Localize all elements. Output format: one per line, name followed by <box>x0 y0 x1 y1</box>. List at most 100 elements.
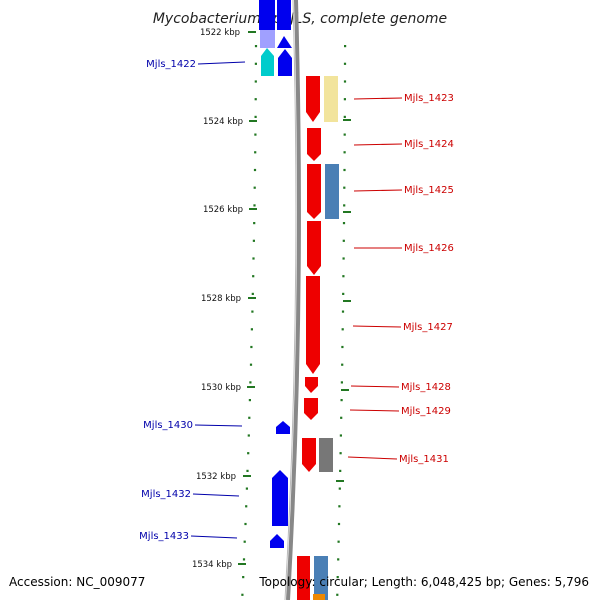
leader-line <box>352 325 402 328</box>
scale-dot <box>343 133 346 136</box>
left-gene-labels: Mjls_1422 Mjls_1430 Mjls_1432 Mjls_1433 <box>139 59 246 542</box>
gene-arrow-mjls-1431 <box>302 438 316 472</box>
scale-dot <box>340 381 343 384</box>
scale-dot <box>243 540 246 543</box>
scale-dot <box>251 310 254 313</box>
scale-dot <box>252 257 255 260</box>
scale-dot <box>342 292 345 295</box>
gene-arrow-mjls-1430 <box>276 421 290 434</box>
scale-dot <box>246 469 249 472</box>
scale-label-1524: 1524 kbp <box>203 117 243 127</box>
scale-dot <box>248 399 251 402</box>
leader-line <box>353 97 403 100</box>
scale-dot <box>343 168 346 172</box>
scale-dot <box>254 98 257 101</box>
gene-arrow-mjls-1427 <box>306 276 320 374</box>
scale-dot <box>252 239 255 242</box>
gene-label-mjls-1430: Mjls_1430 <box>143 420 193 431</box>
scale-dot <box>253 204 256 207</box>
scale-dot <box>254 151 257 154</box>
scale-dot <box>338 505 341 508</box>
gene-arrow-mjls-1425 <box>307 164 321 219</box>
scale-ticks <box>241 45 347 596</box>
scale-dot <box>339 452 342 455</box>
scale-label-1522: 1522 kbp <box>200 28 240 38</box>
gene-arrow-mjls-1426 <box>307 221 321 275</box>
gene-feature-mjls-1425 <box>325 164 339 219</box>
scale-label-1532: 1532 kbp <box>196 472 236 482</box>
scale-dot <box>253 222 256 225</box>
scale-dot <box>343 151 346 154</box>
scale-dot <box>339 434 342 437</box>
scale-dot <box>343 62 347 65</box>
scale-dot <box>242 558 246 561</box>
scale-dot <box>245 505 248 508</box>
scale-dot <box>342 239 345 242</box>
scale-dot <box>254 45 258 48</box>
gene-arrow-mjls-1424 <box>307 128 321 161</box>
scale-dot <box>338 487 341 490</box>
gene-feature-mjls-1423 <box>324 76 338 122</box>
gene-label-mjls-1431: Mjls_1431 <box>399 454 449 465</box>
scale-dot <box>336 593 339 596</box>
gene-label-mjls-1428: Mjls_1428 <box>401 382 451 393</box>
gene-arrow <box>278 49 292 76</box>
gene-arrow-mjls-1429 <box>304 398 318 420</box>
scale-dot <box>341 363 344 366</box>
leader-line <box>349 409 400 412</box>
scale-dot <box>337 522 341 526</box>
scale-dot <box>342 257 345 260</box>
gene-block <box>277 0 291 30</box>
leader-line <box>347 456 398 460</box>
scale-dot <box>249 363 253 366</box>
leader-line <box>350 385 400 388</box>
scale-dot <box>343 204 346 207</box>
gene-arrow-mjls-1433 <box>270 534 284 548</box>
gene-block <box>259 0 275 30</box>
gene-arrow-mjls-1422 <box>261 48 274 76</box>
scale-dot <box>340 399 343 402</box>
scale-dot <box>241 593 244 596</box>
scale-dot <box>252 275 255 278</box>
scale-dot <box>341 345 344 349</box>
scale-dot <box>254 115 257 118</box>
gene-label-mjls-1422: Mjls_1422 <box>146 59 196 70</box>
gene-label-mjls-1432: Mjls_1432 <box>141 489 191 500</box>
scale-dot <box>342 275 345 278</box>
scale-dot <box>250 345 253 349</box>
scale-dot <box>242 576 245 579</box>
scale-dot <box>343 186 346 189</box>
forward-strand-genes <box>297 76 339 600</box>
genome-title: Mycobacterium sp. JLS, complete genome <box>153 11 447 27</box>
leader-line <box>194 424 243 427</box>
leader-line <box>353 143 403 146</box>
scale-label-1534: 1534 kbp <box>192 560 232 570</box>
gene-block <box>260 30 275 48</box>
genome-backbone-shadow <box>284 0 297 600</box>
leader-line <box>197 61 246 65</box>
scale-dot <box>245 487 248 490</box>
leader-line <box>353 189 403 192</box>
gene-label-mjls-1426: Mjls_1426 <box>404 243 454 254</box>
scale-dot <box>341 328 344 331</box>
gene-label-mjls-1429: Mjls_1429 <box>401 406 451 417</box>
scale-dot <box>344 45 347 48</box>
scale-dot <box>340 416 343 419</box>
scale-dot <box>336 576 339 579</box>
gene-arrow-mjls-1428 <box>305 377 318 393</box>
gene-feature-mjls-1431 <box>319 438 333 472</box>
scale-dot <box>337 558 340 561</box>
scale-dot <box>337 540 340 543</box>
scale-dot <box>250 328 253 331</box>
gene-label-mjls-1425: Mjls_1425 <box>404 185 454 196</box>
scale-label-1528: 1528 kbp <box>201 294 241 304</box>
scale-labels: 1522 kbp 1524 kbp 1526 kbp 1528 kbp 1530… <box>192 28 351 570</box>
gene-arrow-mjls-1432 <box>272 470 288 526</box>
gene-label-mjls-1424: Mjls_1424 <box>404 139 454 150</box>
gene-label-mjls-1427: Mjls_1427 <box>403 322 453 333</box>
scale-dot <box>341 310 345 313</box>
scale-dot <box>244 522 247 526</box>
scale-dot <box>343 98 346 101</box>
right-gene-labels: Mjls_1423 Mjls_1424 Mjls_1425 Mjls_1426 … <box>347 93 454 465</box>
scale-dot <box>342 222 346 225</box>
